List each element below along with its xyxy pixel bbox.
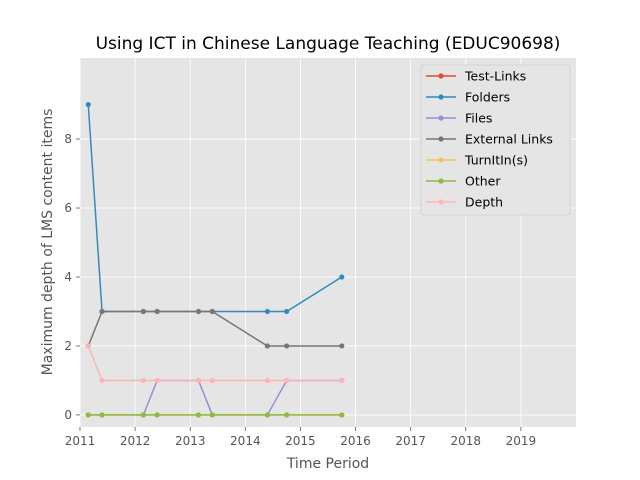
legend-label: Test-Links: [464, 69, 526, 84]
series-lines: [85, 101, 345, 418]
legend-marker: [438, 199, 444, 205]
data-point: [264, 343, 270, 349]
series-external-links: [85, 308, 345, 349]
legend-label: Other: [465, 174, 501, 189]
legend-item-depth: Depth: [426, 195, 503, 210]
legend-item-test-links: Test-Links: [426, 69, 526, 84]
data-point: [284, 377, 290, 384]
y-tick-label: 8: [64, 132, 72, 146]
data-point: [154, 377, 160, 384]
data-point: [99, 308, 105, 315]
legend-label: Folders: [465, 90, 510, 105]
legend-marker: [438, 94, 444, 100]
data-point: [264, 308, 270, 315]
y-tick-label: 4: [64, 270, 72, 284]
data-point: [140, 377, 146, 384]
x-axis-title: Time Period: [286, 456, 369, 472]
data-point: [85, 101, 91, 108]
data-point: [339, 343, 345, 349]
x-tick-label: 2011: [65, 434, 96, 448]
data-point: [339, 412, 345, 418]
data-point: [339, 274, 345, 280]
legend-item-external-links: External Links: [426, 132, 553, 147]
legend-label: External Links: [465, 132, 553, 147]
legend-item-turnitin-s: TurnItIn(s): [426, 153, 528, 168]
chart-title: Using ICT in Chinese Language Teaching (…: [96, 34, 561, 54]
y-tick-label: 2: [64, 339, 72, 353]
data-point: [284, 412, 290, 418]
x-tick-label: 2013: [175, 434, 206, 448]
data-point: [284, 343, 290, 349]
x-tick-label: 2012: [120, 434, 151, 448]
x-tick-label: 2018: [451, 434, 482, 448]
legend-label: Depth: [465, 195, 503, 210]
legend-label: Files: [465, 111, 492, 126]
x-tick-label: 2019: [506, 434, 537, 448]
data-point: [339, 377, 345, 384]
data-point: [209, 377, 215, 384]
data-point: [209, 308, 215, 315]
data-point: [284, 308, 290, 315]
data-point: [209, 412, 215, 418]
x-tick-label: 2014: [230, 434, 261, 448]
series-depth: [85, 343, 345, 384]
y-axis-title: Maximum depth of LMS content items: [40, 109, 56, 376]
legend-marker: [438, 157, 444, 163]
data-point: [85, 343, 91, 349]
series-other: [85, 412, 345, 418]
data-point: [264, 377, 270, 384]
legend-marker: [438, 115, 444, 121]
x-tick-label: 2016: [340, 434, 371, 448]
legend-marker: [438, 73, 444, 79]
data-point: [154, 308, 160, 315]
x-tick-label: 2015: [285, 434, 316, 448]
legend-item-other: Other: [426, 174, 501, 189]
data-point: [99, 412, 105, 418]
x-tick-label: 2017: [395, 434, 426, 448]
data-point: [195, 308, 202, 315]
data-point: [195, 377, 202, 384]
legend-marker: [438, 136, 444, 142]
data-point: [99, 377, 105, 384]
legend-item-files: Files: [426, 111, 492, 126]
data-point: [264, 412, 270, 418]
y-tick-label: 0: [64, 408, 72, 422]
legend-marker: [438, 178, 444, 184]
legend-box: [420, 64, 571, 216]
data-point: [140, 412, 146, 418]
data-point: [195, 412, 202, 418]
data-point: [140, 308, 146, 315]
legend-item-folders: Folders: [426, 90, 510, 105]
data-point: [154, 412, 160, 418]
axis-ticks: 2011 2012 2013 2014 2015 2016 2017 2018 2019 0 2 4 6…: [64, 132, 536, 448]
legend: Test-Links Folders Files External Links Turn…: [420, 64, 571, 216]
legend-label: TurnItIn(s): [464, 153, 528, 168]
data-point: [85, 412, 91, 418]
y-tick-label: 6: [64, 201, 72, 215]
